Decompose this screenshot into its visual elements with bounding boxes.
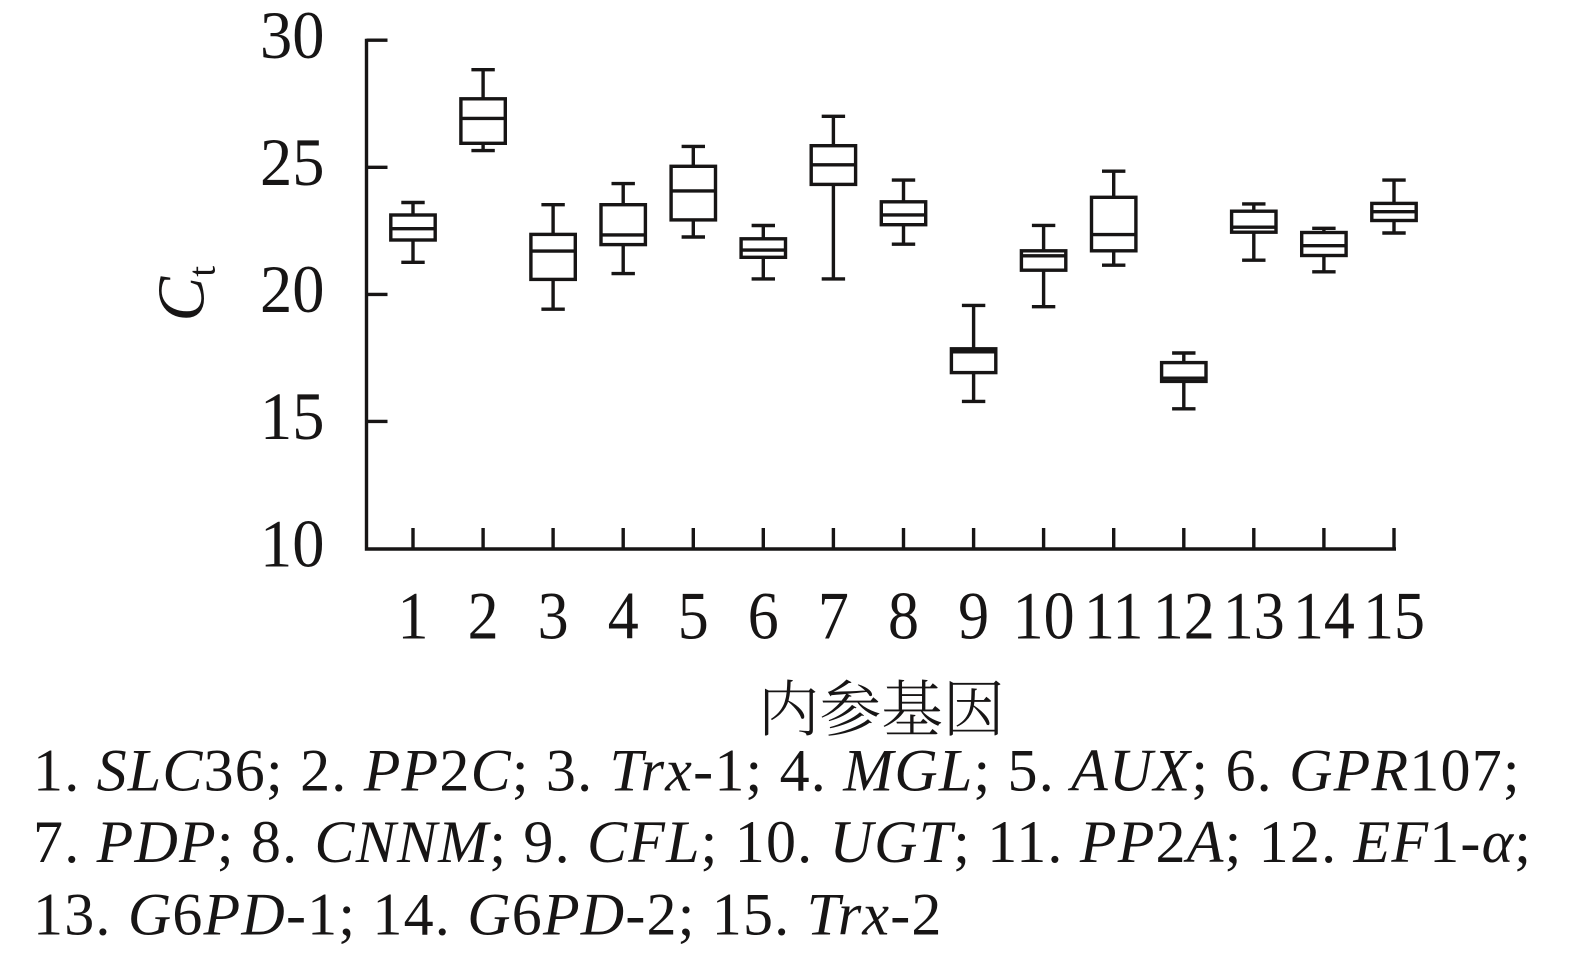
svg-text:25: 25: [260, 126, 324, 201]
svg-text:13: 13: [1223, 579, 1285, 654]
svg-text:4: 4: [608, 579, 639, 654]
svg-text:11: 11: [1084, 579, 1144, 654]
svg-text:Ct: Ct: [145, 266, 224, 322]
svg-text:7. PDP; 8. CNNM; 9. CFL; 10. U: 7. PDP; 8. CNNM; 9. CFL; 10. UGT; 11. PP…: [33, 809, 1532, 875]
svg-text:10: 10: [260, 507, 324, 582]
svg-text:15: 15: [1363, 579, 1425, 654]
svg-text:1: 1: [398, 579, 429, 654]
svg-text:12: 12: [1153, 579, 1215, 654]
svg-text:1. SLC36; 2. PP2C; 3. Trx-1; 4: 1. SLC36; 2. PP2C; 3. Trx-1; 4. MGL; 5. …: [33, 738, 1521, 804]
svg-text:9: 9: [958, 579, 989, 654]
svg-text:2: 2: [468, 579, 499, 654]
svg-text:30: 30: [260, 0, 324, 73]
svg-text:5: 5: [678, 579, 709, 654]
svg-text:20: 20: [260, 253, 324, 328]
svg-text:13. G6PD-1; 14. G6PD-2; 15. Tr: 13. G6PD-1; 14. G6PD-2; 15. Trx-2: [33, 882, 943, 948]
svg-text:3: 3: [538, 579, 569, 654]
svg-text:14: 14: [1293, 579, 1355, 654]
svg-text:7: 7: [818, 579, 849, 654]
svg-text:6: 6: [748, 579, 779, 654]
svg-text:10: 10: [1013, 579, 1075, 654]
svg-text:15: 15: [260, 380, 324, 455]
svg-text:8: 8: [888, 579, 919, 654]
